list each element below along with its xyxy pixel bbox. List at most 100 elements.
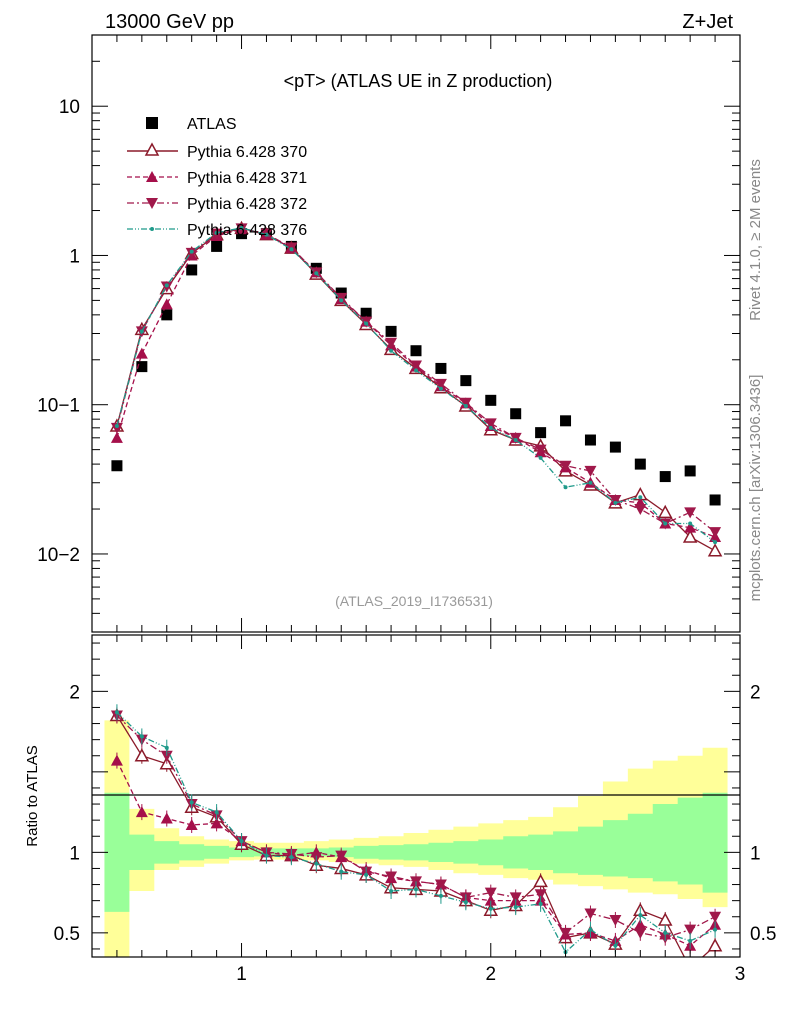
main-y-tick-label: 10−1 (37, 396, 80, 417)
data-point-pythia-6-428-372 (584, 465, 597, 477)
ratio-point-pythia-6-428-371 (160, 812, 173, 824)
ratio-point-pythia-6-428-376 (638, 913, 643, 918)
ratio-point-pythia-6-428-376 (588, 927, 593, 932)
uncertainty-band-yellow (104, 720, 728, 957)
mcplots-label: mcplots.cern.ch [arXiv:1306.3436] (747, 375, 764, 602)
data-point-pythia-6-428-376 (488, 425, 493, 430)
ratio-point-pythia-6-428-376 (389, 888, 394, 893)
ratio-point-pythia-6-428-376 (214, 810, 219, 815)
ratio-point-pythia-6-428-376 (239, 839, 244, 844)
data-point-pythia-6-428-376 (713, 540, 718, 545)
data-point-pythia-6-428-376 (513, 438, 518, 443)
data-point-pythia-6-428-370 (707, 543, 723, 557)
data-point-pythia-6-428-372 (434, 378, 447, 390)
data-point-pythia-6-428-372 (459, 397, 472, 409)
data-point-pythia-6-428-376 (463, 404, 468, 409)
ratio-point-pythia-6-428-371 (135, 806, 148, 818)
data-point-atlas (560, 415, 572, 427)
ratio-point-pythia-6-428-376 (613, 943, 618, 948)
data-point-pythia-6-428-372 (634, 504, 647, 516)
data-point-atlas (634, 458, 646, 470)
data-point-pythia-6-428-376 (214, 230, 219, 235)
data-point-pythia-6-428-376 (688, 521, 693, 526)
ratio-point-pythia-6-428-376 (364, 872, 369, 877)
ratio-point-pythia-6-428-372 (609, 914, 622, 926)
data-point-pythia-6-428-370 (657, 504, 673, 519)
data-point-pythia-6-428-372 (484, 418, 497, 430)
ratio-point-pythia-6-428-376 (114, 710, 119, 715)
ratio-point-pythia-6-428-376 (713, 927, 718, 932)
ratio-point-pythia-6-428-376 (189, 800, 194, 805)
main-y-tick-label: 1 (69, 246, 80, 267)
data-point-pythia-6-428-376 (414, 368, 418, 373)
ratio-point-pythia-6-428-372 (634, 927, 647, 939)
legend-marker-376 (150, 227, 154, 231)
ratio-y-tick-label-right: 0.5 (750, 924, 776, 945)
data-point-atlas (535, 427, 547, 439)
data-point-atlas (161, 309, 173, 321)
main-axis-ticks: 10 1 10−1 10−2 (37, 34, 740, 633)
data-point-atlas (510, 408, 522, 420)
analysis-label: (ATLAS_2019_I1736531) (335, 593, 493, 609)
ratio-point-pythia-6-428-376 (164, 745, 169, 750)
data-point-atlas (385, 325, 397, 337)
data-point-pythia-6-428-376 (139, 329, 144, 334)
legend-marker-371 (146, 171, 158, 182)
data-point-pythia-6-428-376 (339, 298, 344, 303)
data-point-pythia-6-428-372 (684, 507, 697, 519)
data-point-pythia-6-428-372 (534, 444, 547, 456)
ratio-point-pythia-6-428-376 (289, 855, 294, 860)
main-title: <pT> (ATLAS UE in Z production) (284, 71, 553, 91)
ratio-axis-ticks: 2 2 1 1 0.5 0.5 1 2 3 (54, 635, 776, 985)
legend-label-371: Pythia 6.428 371 (187, 170, 307, 187)
ratio-point-pythia-6-428-372 (684, 924, 697, 936)
data-point-pythia-6-428-371 (684, 521, 697, 533)
ratio-point-pythia-6-428-376 (438, 893, 443, 898)
data-point-atlas (186, 264, 198, 276)
ratio-point-pythia-6-428-372 (509, 892, 522, 904)
ratio-point-pythia-6-428-371 (634, 918, 647, 930)
ratio-point-pythia-6-428-372 (484, 887, 497, 899)
data-point-pythia-6-428-376 (314, 271, 319, 276)
data-point-atlas (111, 460, 123, 472)
ratio-point-pythia-6-428-371 (110, 754, 123, 766)
ratio-point-pythia-6-428-372 (584, 908, 597, 920)
ratio-y-tick-label-right: 1 (750, 843, 761, 864)
data-point-atlas (584, 434, 596, 446)
legend-marker-372 (146, 198, 158, 209)
ratio-point-pythia-6-428-372 (385, 871, 398, 883)
main-y-tick-label: 10−2 (37, 545, 80, 566)
data-point-pythia-6-428-372 (410, 360, 422, 372)
data-point-pythia-6-428-372 (385, 337, 398, 349)
ratio-point-pythia-6-428-376 (139, 734, 144, 739)
ratio-y-tick-label-left: 1 (69, 843, 80, 864)
ratio-point-pythia-6-428-376 (264, 853, 269, 858)
data-point-atlas (684, 465, 696, 477)
process-label: Z+Jet (682, 11, 733, 33)
ratio-point-pythia-6-428-376 (339, 869, 344, 874)
data-point-pythia-6-428-372 (559, 460, 572, 472)
data-point-atlas (460, 375, 472, 387)
ratio-point-pythia-6-428-370 (684, 962, 696, 973)
ratio-point-pythia-6-428-370 (134, 748, 150, 762)
ratio-ylabel: Ratio to ATLAS (24, 745, 41, 846)
ratio-point-pythia-6-428-376 (414, 887, 418, 892)
legend-label-370: Pythia 6.428 370 (187, 144, 307, 161)
data-point-pythia-6-428-376 (663, 521, 668, 526)
rivet-label: Rivet 4.1.0, ≥ 2M events (747, 159, 764, 321)
data-point-pythia-6-428-376 (563, 485, 568, 490)
data-point-pythia-6-428-376 (588, 480, 593, 485)
ratio-point-pythia-6-428-371 (185, 818, 198, 830)
data-point-pythia-6-428-372 (110, 422, 123, 434)
data-point-atlas (211, 240, 223, 252)
ratio-x-tick-label: 3 (735, 964, 746, 985)
data-point-atlas (136, 361, 148, 373)
ratio-y-tick-label-left: 0.5 (54, 924, 80, 945)
legend-marker-atlas (146, 117, 158, 129)
data-point-atlas (360, 307, 372, 319)
ratio-x-tick-label: 2 (485, 964, 496, 985)
data-point-pythia-6-428-372 (609, 494, 622, 506)
data-point-pythia-6-428-371 (160, 298, 173, 310)
data-point-pythia-6-428-376 (613, 500, 618, 505)
